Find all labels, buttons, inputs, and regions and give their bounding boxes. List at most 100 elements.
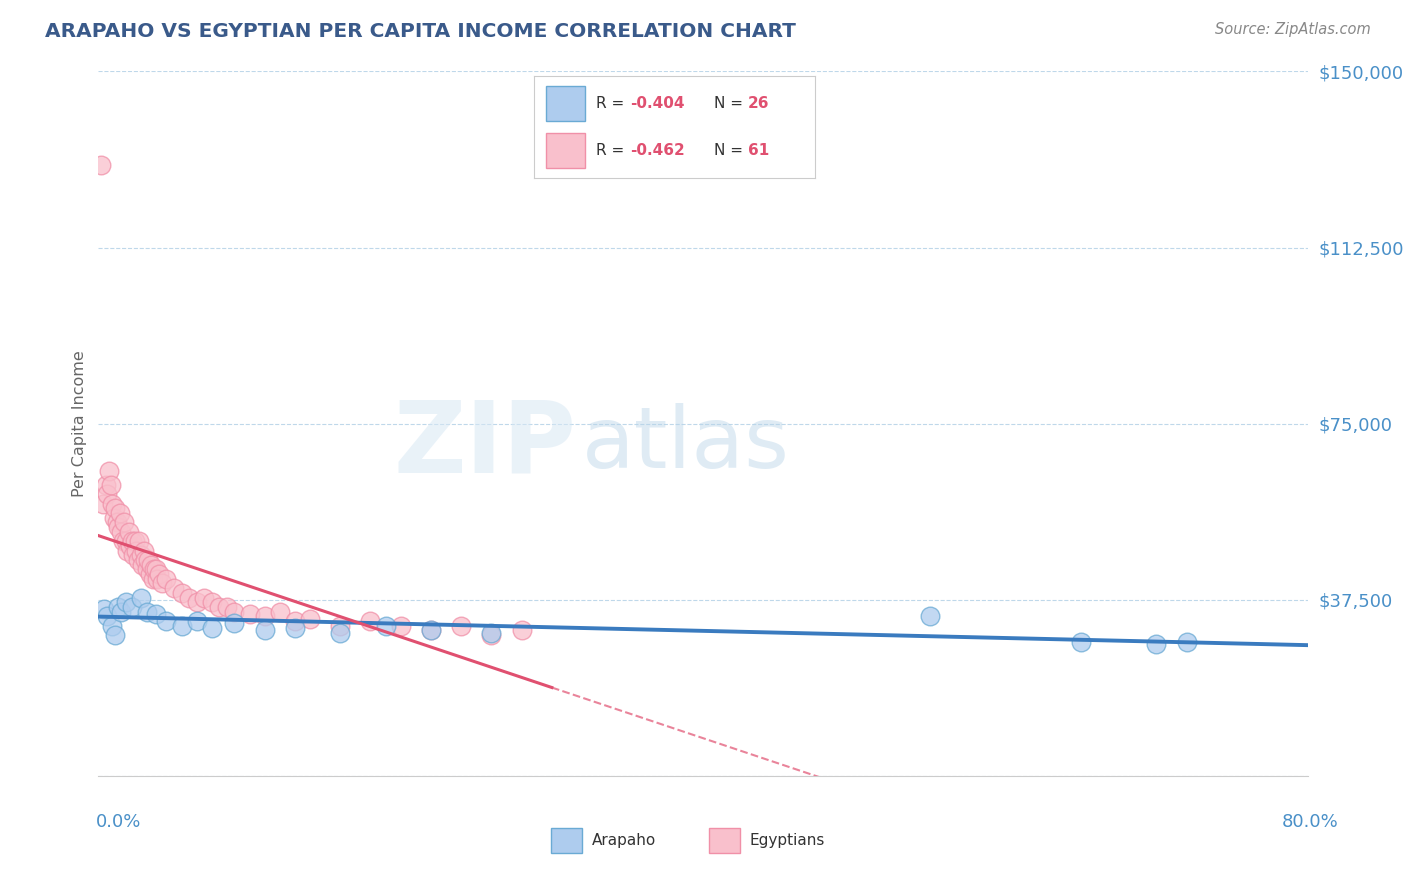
Text: -0.462: -0.462 [630, 144, 685, 158]
Point [141, 558, 163, 572]
Point [128, 534, 150, 549]
Point [146, 572, 169, 586]
Point [136, 553, 159, 567]
Point [224, 605, 246, 619]
Point [110, 524, 132, 539]
Point [329, 618, 352, 632]
Point [96, 609, 118, 624]
Point [101, 497, 124, 511]
Point [253, 609, 276, 624]
Point [125, 543, 148, 558]
Point [122, 548, 145, 562]
Point [107, 520, 129, 534]
Point [135, 605, 157, 619]
Text: N =: N = [714, 144, 748, 158]
Point [129, 591, 152, 605]
Text: 26: 26 [748, 96, 769, 111]
Text: 80.0%: 80.0% [1282, 813, 1339, 830]
Point [148, 567, 170, 582]
Point [114, 595, 136, 609]
Point [284, 621, 307, 635]
Point [143, 562, 166, 576]
Point [121, 534, 143, 549]
Y-axis label: Per Capita Income: Per Capita Income [72, 351, 87, 497]
Point [121, 599, 143, 614]
Point [114, 534, 136, 549]
Point [208, 599, 231, 614]
Point [108, 506, 131, 520]
Text: atlas: atlas [582, 403, 790, 486]
Point [105, 516, 128, 530]
Point [193, 591, 215, 605]
Point [284, 614, 307, 628]
Text: ARAPAHO VS EGYPTIAN PER CAPITA INCOME CORRELATION CHART: ARAPAHO VS EGYPTIAN PER CAPITA INCOME CO… [45, 22, 796, 41]
Text: 0.0%: 0.0% [96, 813, 141, 830]
Point [374, 618, 396, 632]
Point [145, 562, 167, 576]
Point [132, 543, 155, 558]
Point [179, 591, 201, 605]
Point [450, 618, 472, 632]
Point [420, 624, 443, 638]
Text: ZIP: ZIP [394, 396, 576, 493]
Point [253, 624, 276, 638]
Point [94, 477, 117, 491]
Point [201, 595, 224, 609]
Point [1146, 638, 1168, 652]
Point [91, 497, 114, 511]
Bar [546, 87, 585, 121]
Point [1070, 635, 1092, 649]
Point [131, 558, 153, 572]
Point [186, 614, 208, 628]
Point [329, 625, 352, 640]
Point [115, 543, 138, 558]
Point [224, 616, 246, 631]
Bar [551, 828, 582, 853]
Point [170, 618, 193, 632]
Point [96, 487, 118, 501]
Point [129, 548, 152, 562]
Point [93, 602, 115, 616]
Point [918, 609, 941, 624]
Point [120, 539, 142, 553]
Point [104, 501, 127, 516]
Point [201, 621, 224, 635]
Text: Arapaho: Arapaho [592, 833, 655, 847]
Point [127, 553, 149, 567]
Point [215, 599, 238, 614]
Text: Source: ZipAtlas.com: Source: ZipAtlas.com [1215, 22, 1371, 37]
Bar [546, 133, 585, 168]
Point [155, 614, 177, 628]
Point [142, 572, 165, 586]
Point [118, 524, 141, 539]
Point [145, 607, 167, 621]
Text: Egyptians: Egyptians [749, 833, 825, 847]
Point [420, 624, 443, 638]
Point [389, 618, 412, 632]
Point [90, 158, 112, 172]
Point [110, 605, 132, 619]
Point [239, 607, 262, 621]
Point [124, 534, 146, 549]
Point [163, 581, 186, 595]
Point [100, 477, 122, 491]
Point [170, 586, 193, 600]
Text: 61: 61 [748, 144, 769, 158]
Bar [709, 828, 740, 853]
Point [103, 510, 125, 524]
Text: N =: N = [714, 96, 748, 111]
Point [98, 464, 121, 478]
Text: R =: R = [596, 96, 630, 111]
Point [510, 624, 533, 638]
Text: R =: R = [596, 144, 630, 158]
Point [269, 605, 291, 619]
Point [139, 567, 162, 582]
Point [1175, 635, 1198, 649]
Point [299, 612, 322, 626]
Point [107, 599, 129, 614]
Point [104, 628, 127, 642]
Point [155, 572, 177, 586]
Point [101, 618, 124, 632]
Point [360, 614, 382, 628]
Point [481, 628, 503, 642]
